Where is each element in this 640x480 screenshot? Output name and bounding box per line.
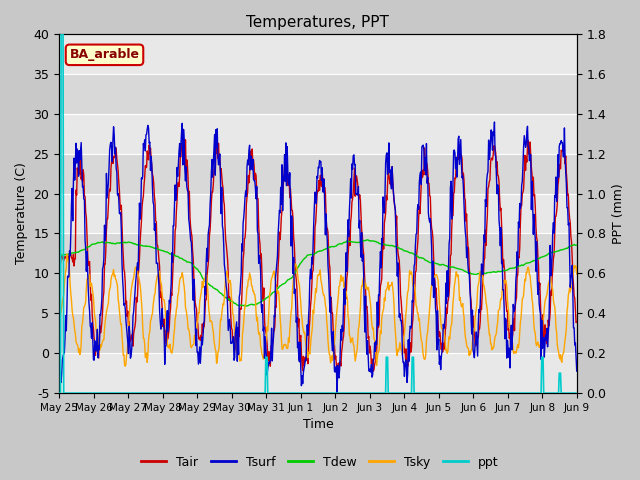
Line: Tdew: Tdew [59,240,577,306]
Tsky [449,300,457,305]
ppt [370,390,378,396]
Bar [59,34,577,74]
Bar [59,353,577,393]
Y-axis label: Temperature (C): Temperature (C) [15,163,28,264]
Tsky [88,281,95,287]
Tair [573,319,580,325]
Tdew [449,264,457,270]
X-axis label: Time: Time [303,419,333,432]
Tdew [242,303,250,309]
Tair [87,298,95,303]
Text: BA_arable: BA_arable [70,48,140,61]
Bar [59,114,577,154]
ppt [88,390,95,396]
Tsky [387,283,394,289]
Tsurf [573,368,580,374]
Tdew [364,237,371,243]
Line: ppt: ppt [59,34,577,393]
Tsurf [333,394,341,399]
Line: Tsky: Tsky [59,254,577,366]
ppt [386,390,394,396]
Tsurf [502,318,510,324]
Tdew [573,242,580,248]
Bar [59,274,577,313]
Tair [334,369,342,375]
Tair [180,136,188,142]
Tsurf [55,348,63,353]
Tsurf [370,356,378,361]
Y-axis label: PPT (mm): PPT (mm) [612,183,625,244]
Tdew [502,267,510,273]
Tsky [357,289,365,295]
Tdew [387,243,394,249]
Tsurf [491,119,499,125]
Line: Tair: Tair [59,139,577,372]
Tdew [356,239,364,245]
ppt [573,390,580,396]
Tdew [55,252,63,258]
Tsky [502,278,510,284]
Tsky [573,271,580,277]
Tair [387,181,394,187]
ppt [449,390,456,396]
Tsurf [449,200,456,206]
Line: Tsurf: Tsurf [59,122,577,396]
ppt [356,390,364,396]
Tsky [122,363,129,369]
Tsurf [356,240,364,246]
Tdew [87,242,95,248]
Bar [59,193,577,233]
Tdew [371,238,378,244]
Tsky [63,251,71,257]
Tair [357,212,365,218]
Tair [55,254,63,260]
ppt [55,390,63,396]
ppt [502,390,509,396]
Tsky [371,337,378,343]
Tair [449,213,457,218]
Tair [371,361,378,367]
Tsky [55,322,63,327]
Tair [502,301,510,307]
Legend: Tair, Tsurf, Tdew, Tsky, ppt: Tair, Tsurf, Tdew, Tsky, ppt [136,451,504,474]
Tsurf [87,325,95,331]
Tsurf [386,169,394,175]
ppt [57,31,65,37]
Title: Temperatures, PPT: Temperatures, PPT [246,15,389,30]
